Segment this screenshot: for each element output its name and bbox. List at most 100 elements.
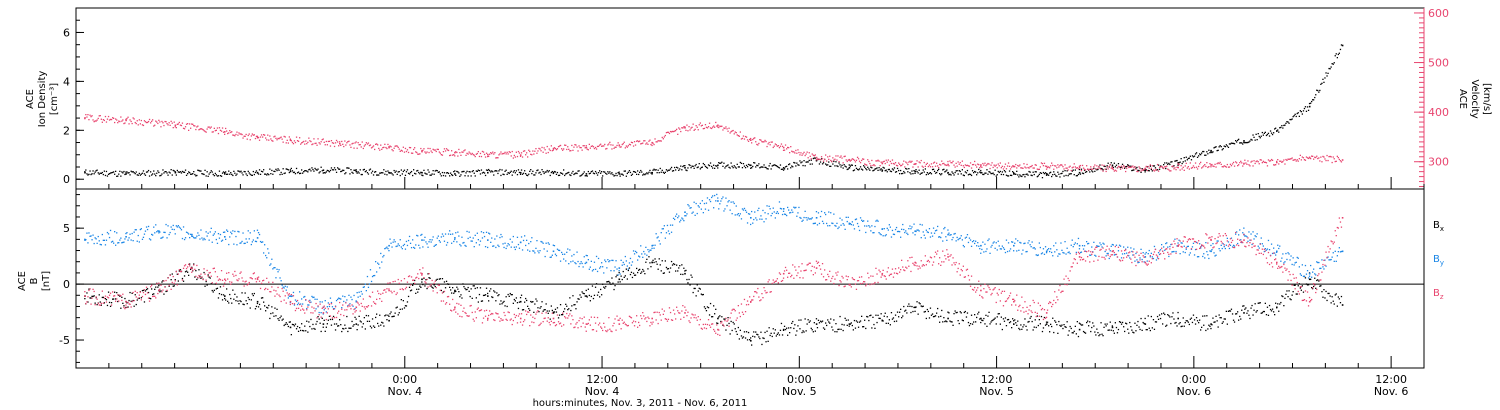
data-point [554, 147, 557, 150]
data-point [1265, 314, 1268, 316]
data-point [551, 309, 553, 312]
data-point [573, 146, 575, 148]
data-point [969, 173, 972, 176]
data-point [743, 331, 746, 333]
data-point [982, 241, 984, 243]
data-point [318, 172, 320, 174]
data-point [1308, 278, 1311, 281]
data-point [641, 142, 643, 145]
data-point [401, 308, 403, 310]
data-point [1196, 156, 1199, 158]
data-point [518, 152, 521, 154]
data-point [548, 148, 550, 150]
data-point [533, 250, 535, 252]
data-point [918, 302, 920, 304]
data-point [248, 238, 250, 240]
data-point [745, 211, 748, 213]
data-point [106, 304, 109, 307]
data-point [189, 172, 191, 174]
data-point [1194, 162, 1197, 164]
data-point [1306, 157, 1309, 159]
data-point [599, 144, 601, 146]
data-point [499, 303, 501, 305]
data-point [377, 262, 379, 264]
data-point [993, 173, 995, 176]
data-point [220, 293, 223, 296]
data-point [219, 286, 222, 288]
data-point [1151, 165, 1153, 167]
data-point [582, 266, 584, 268]
data-point [597, 145, 600, 147]
data-point [1311, 100, 1313, 103]
data-point [1280, 160, 1282, 162]
data-point [987, 162, 989, 165]
data-point [512, 302, 514, 304]
data-point [371, 146, 374, 148]
data-point [140, 119, 142, 122]
data-point [453, 292, 455, 294]
data-point [1011, 166, 1013, 168]
data-point [577, 170, 579, 172]
data-point [1138, 166, 1140, 168]
data-point [654, 258, 656, 260]
data-point [370, 327, 373, 329]
data-point [1307, 157, 1310, 160]
data-point [1204, 257, 1206, 259]
data-point [892, 317, 895, 319]
data-point [844, 165, 846, 167]
data-point [119, 295, 121, 297]
data-point [1256, 160, 1258, 162]
data-point [932, 227, 935, 229]
data-point [346, 167, 348, 169]
data-point [667, 268, 670, 270]
data-point [128, 237, 130, 239]
data-point [334, 329, 337, 331]
data-point [1074, 325, 1076, 327]
data-point [488, 168, 490, 171]
data-point [1099, 242, 1101, 244]
data-point [1330, 156, 1332, 158]
data-point [627, 268, 629, 270]
data-point [751, 142, 753, 144]
data-point [539, 307, 541, 309]
data-point [693, 201, 695, 203]
data-point [1224, 165, 1226, 168]
data-point [279, 173, 281, 176]
data-point [966, 312, 969, 314]
data-point [400, 149, 402, 151]
data-point [1206, 315, 1208, 317]
data-point [747, 213, 750, 215]
data-point [835, 225, 837, 227]
data-point [181, 237, 184, 240]
data-point [997, 170, 999, 173]
data-point [276, 268, 278, 270]
data-point [397, 243, 399, 245]
data-point [127, 239, 129, 241]
data-point [493, 290, 495, 292]
data-point [249, 139, 251, 141]
data-point [534, 252, 536, 254]
data-point [851, 158, 853, 160]
data-point [842, 329, 844, 332]
data-point [446, 172, 449, 174]
data-point [212, 291, 214, 293]
data-point [224, 231, 226, 233]
data-point [1057, 332, 1059, 334]
data-point [1012, 318, 1014, 320]
data-point [182, 226, 185, 228]
data-point [530, 169, 532, 171]
data-point [519, 300, 522, 303]
data-point [383, 169, 385, 171]
data-point [135, 303, 137, 306]
data-point [917, 229, 919, 231]
data-point [403, 169, 406, 171]
data-point [354, 142, 356, 144]
data-point [687, 282, 689, 284]
data-point [195, 237, 197, 239]
data-point [916, 160, 918, 162]
data-point [1065, 253, 1067, 255]
data-point [479, 152, 482, 155]
data-point [1332, 156, 1334, 158]
data-point [777, 166, 779, 168]
data-point [967, 321, 970, 324]
